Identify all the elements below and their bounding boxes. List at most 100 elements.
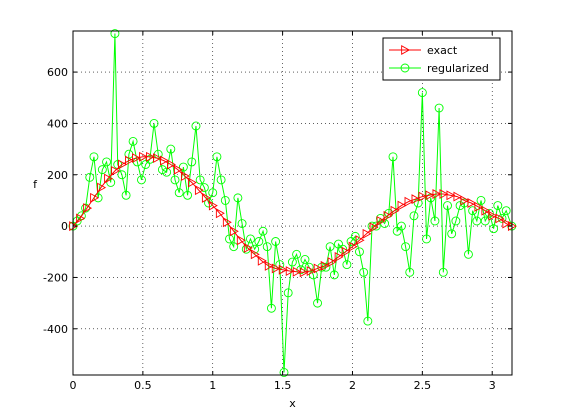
- data-point-exact: [278, 264, 288, 275]
- data-point-exact: [474, 201, 484, 212]
- data-point-exact: [320, 260, 330, 271]
- legend-marker-exact: [401, 45, 411, 55]
- data-point-exact: [146, 151, 155, 162]
- x-tick-label: 1.5: [274, 379, 292, 392]
- data-point-regularized: [166, 144, 176, 154]
- data-point-regularized: [468, 206, 478, 216]
- data-point-regularized: [464, 249, 473, 259]
- data-point-exact: [243, 242, 253, 253]
- legend-marker-regularized: [400, 63, 410, 73]
- data-point-exact: [257, 255, 267, 266]
- data-point-exact: [180, 171, 190, 182]
- data-point-regularized: [128, 136, 138, 146]
- data-point-exact: [173, 164, 183, 175]
- data-point-regularized: [121, 190, 131, 200]
- data-point-regularized: [396, 221, 406, 231]
- data-point-exact: [383, 210, 393, 221]
- data-point-regularized: [97, 165, 107, 175]
- data-point-regularized: [102, 157, 111, 167]
- data-point-exact: [167, 159, 176, 170]
- data-point-regularized: [237, 219, 247, 228]
- data-point-exact: [502, 218, 512, 229]
- data-point-regularized: [438, 267, 448, 277]
- data-point-exact: [390, 205, 400, 216]
- data-point-exact: [306, 266, 316, 276]
- data-point-regularized: [283, 288, 293, 298]
- data-point-exact: [236, 235, 246, 246]
- legend-box: [382, 37, 501, 81]
- data-point-exact: [139, 151, 148, 162]
- data-point-regularized: [170, 175, 180, 185]
- y-tick-label: -200: [43, 271, 68, 284]
- data-point-regularized: [493, 201, 503, 211]
- plot-border: [72, 30, 513, 376]
- data-point-regularized: [371, 221, 381, 231]
- data-point-exact: [90, 192, 100, 203]
- data-point-exact: [201, 192, 211, 203]
- data-point-regularized: [246, 234, 255, 244]
- y-tick-label: -400: [43, 323, 68, 336]
- data-point-regularized: [338, 244, 348, 254]
- data-point-exact: [97, 182, 107, 193]
- series-exact: [69, 151, 517, 278]
- legend-label-exact: exact: [427, 44, 458, 57]
- data-point-regularized: [117, 170, 127, 180]
- legend-label-regularized: regularized: [427, 62, 489, 75]
- data-point-regularized: [447, 229, 457, 239]
- data-point-regularized: [271, 237, 281, 246]
- data-point-exact: [229, 226, 239, 237]
- data-point-exact: [362, 228, 372, 239]
- data-point-exact: [76, 213, 86, 224]
- data-point-exact: [285, 266, 295, 276]
- data-point-regularized: [258, 226, 268, 236]
- data-point-regularized: [199, 183, 209, 193]
- data-point-regularized: [216, 175, 226, 185]
- data-point-regularized: [388, 152, 398, 162]
- data-point-regularized: [149, 118, 159, 128]
- data-point-regularized: [409, 211, 419, 221]
- data-point-regularized: [195, 175, 205, 185]
- data-point-regularized: [434, 103, 444, 113]
- data-point-regularized: [266, 303, 276, 313]
- data-point-regularized: [178, 162, 188, 172]
- data-point-regularized: [279, 367, 289, 377]
- data-point-regularized: [187, 157, 197, 167]
- data-point-regularized: [313, 298, 322, 308]
- data-point-exact: [481, 205, 491, 216]
- data-point-exact: [488, 210, 498, 221]
- data-point-regularized: [430, 216, 440, 226]
- legend-item-exact: exact: [389, 44, 458, 57]
- x-tick-label: 1: [209, 379, 216, 392]
- data-point-exact: [439, 189, 449, 199]
- data-point-regularized: [443, 201, 452, 211]
- data-point-regularized: [85, 172, 95, 182]
- data-point-exact: [404, 196, 414, 207]
- axis-ticks: 0 0.5 1 1.5 2 2.5 3 -400 -200 0 200 400 600: [43, 31, 512, 392]
- x-tick-label: 3: [489, 379, 496, 392]
- data-point-exact: [355, 235, 365, 246]
- data-point-exact: [411, 194, 421, 205]
- x-tick-label: 0: [70, 379, 77, 392]
- y-tick-label: 0: [61, 220, 68, 233]
- data-point-regularized: [501, 206, 511, 216]
- data-point-exact: [334, 251, 344, 262]
- data-point-exact: [118, 159, 128, 170]
- data-point-regularized: [350, 231, 360, 241]
- data-point-exact: [432, 189, 442, 199]
- data-point-regularized: [137, 175, 146, 185]
- data-point-exact: [397, 200, 407, 211]
- x-tick-label: 2.5: [414, 379, 432, 392]
- y-axis-label: f: [33, 178, 38, 191]
- data-point-regularized: [225, 234, 234, 244]
- data-point-regularized: [422, 234, 431, 244]
- data-point-regularized: [489, 224, 499, 234]
- data-point-regularized: [363, 316, 373, 326]
- data-point-exact: [215, 208, 225, 219]
- data-point-regularized: [233, 193, 243, 203]
- data-point-regularized: [191, 121, 201, 131]
- data-point-exact: [125, 155, 135, 166]
- data-point-exact: [194, 185, 204, 196]
- data-point-regularized: [254, 237, 264, 246]
- data-point-regularized: [262, 242, 272, 252]
- data-point-regularized: [308, 270, 318, 280]
